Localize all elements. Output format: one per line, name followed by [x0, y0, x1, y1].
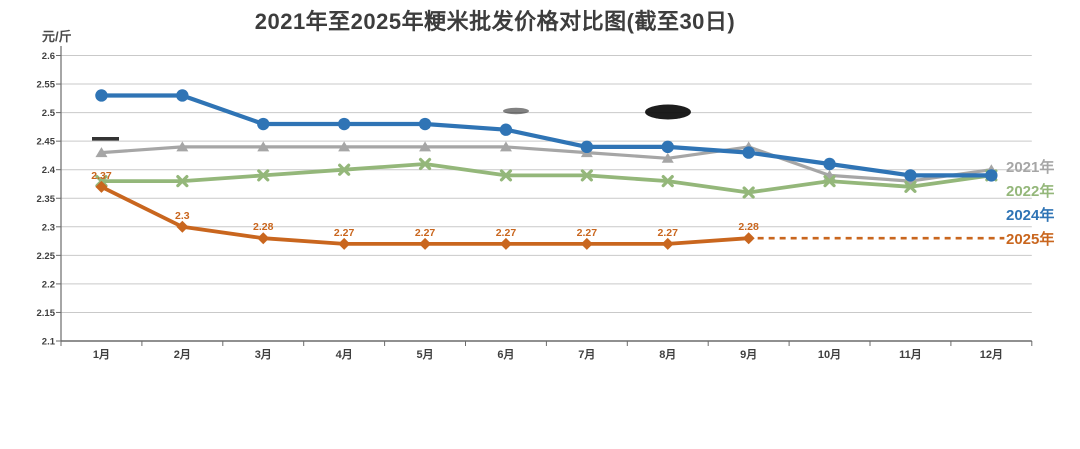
y-tick-label: 2.4 — [42, 165, 56, 176]
data-label-2025年: 2.27 — [577, 227, 598, 239]
y-tick-label: 2.6 — [42, 51, 55, 62]
y-tick-label: 2.2 — [42, 279, 55, 290]
y-tick-label: 2.5 — [42, 108, 56, 119]
y-tick-label: 2.35 — [37, 194, 56, 205]
x-tick-label: 3月 — [255, 348, 272, 361]
marker-x-2022年 — [823, 175, 836, 188]
marker-x-2022年 — [742, 186, 755, 199]
y-tick-label: 2.25 — [37, 251, 56, 262]
marker-diamond-2025年 — [257, 232, 270, 245]
marker-x-2022年 — [499, 169, 513, 182]
marker-x-2022年 — [661, 175, 674, 188]
marker-diamond-2025年 — [176, 220, 189, 233]
legend-label-2022年: 2022年 — [1006, 183, 1055, 200]
data-label-2025年: 2.27 — [658, 227, 679, 239]
marker-circle-2024年 — [499, 123, 513, 136]
marker-triangle-2021年 — [499, 141, 512, 152]
y-tick-label: 2.3 — [42, 222, 55, 233]
marker-x-2022年 — [904, 180, 917, 193]
marker-diamond-2025年 — [742, 232, 755, 245]
marker-triangle-2021年 — [419, 141, 432, 152]
legend-label-2024年: 2024年 — [1006, 207, 1055, 224]
marker-triangle-2021年 — [257, 141, 270, 152]
x-tick-label: 11月 — [899, 348, 922, 361]
artifact-streak — [92, 137, 119, 141]
marker-diamond-2025年 — [499, 237, 512, 250]
marker-circle-2024年 — [823, 157, 836, 171]
marker-circle-2024年 — [176, 89, 189, 102]
marker-x-2022年 — [338, 163, 351, 176]
marker-x-2022年 — [580, 169, 593, 182]
marker-circle-2024年 — [257, 117, 270, 131]
artifact-smudge-small — [503, 107, 529, 115]
data-label-2025年: 2.3 — [175, 210, 190, 222]
marker-circle-2024年 — [580, 140, 594, 154]
artifact-smudge — [645, 104, 691, 120]
data-label-2025年: 2.27 — [415, 227, 436, 239]
legend-label-2021年: 2021年 — [1006, 159, 1055, 176]
x-tick-label: 2月 — [174, 348, 191, 361]
y-tick-label: 2.15 — [37, 308, 56, 319]
series-line-2024年 — [101, 93, 992, 178]
x-tick-label: 8月 — [659, 348, 676, 361]
x-tick-label: 1月 — [93, 348, 110, 361]
marker-circle-2024年 — [418, 117, 432, 131]
legend-label-2025年: 2025年 — [1006, 231, 1055, 248]
marker-circle-2024年 — [985, 169, 998, 182]
y-tick-label: 2.1 — [42, 337, 56, 348]
data-label-2025年: 2.27 — [496, 227, 517, 239]
marker-circle-2024年 — [337, 117, 351, 131]
x-tick-label: 7月 — [578, 348, 595, 361]
y-tick-label: 2.45 — [37, 137, 56, 148]
y-axis-unit-label: 元/斤 — [42, 29, 72, 44]
marker-circle-2024年 — [95, 89, 108, 102]
x-tick-label: 12月 — [980, 348, 1003, 361]
x-tick-label: 6月 — [497, 348, 514, 361]
marker-diamond-2025年 — [338, 237, 351, 250]
series-line-2021年 — [101, 145, 992, 183]
marker-diamond-2025年 — [419, 237, 432, 250]
marker-triangle-2021年 — [95, 147, 108, 158]
marker-x-2022年 — [257, 169, 270, 182]
x-tick-label: 4月 — [336, 348, 353, 361]
data-label-2025年: 2.37 — [91, 170, 112, 182]
marker-circle-2024年 — [742, 146, 755, 159]
series-line-2022年 — [101, 162, 992, 195]
marker-triangle-2021年 — [661, 152, 674, 163]
marker-triangle-2021年 — [338, 141, 351, 152]
x-tick-label: 10月 — [818, 348, 841, 361]
marker-x-2022年 — [418, 157, 432, 171]
x-tick-label: 9月 — [740, 348, 757, 361]
data-label-2025年: 2.28 — [738, 221, 759, 233]
marker-circle-2024年 — [661, 140, 674, 154]
chart-title: 2021年至2025年粳米批发价格对比图(截至30日) — [254, 9, 736, 34]
marker-circle-2024年 — [904, 169, 917, 182]
marker-x-2022年 — [176, 175, 189, 188]
y-tick-label: 2.55 — [37, 80, 56, 91]
data-label-2025年: 2.28 — [253, 221, 274, 233]
data-label-2025年: 2.27 — [334, 227, 355, 239]
marker-diamond-2025年 — [661, 237, 674, 250]
marker-triangle-2021年 — [176, 141, 189, 152]
marker-diamond-2025年 — [580, 237, 593, 250]
x-tick-label: 5月 — [416, 348, 433, 361]
marker-diamond-2025年 — [95, 180, 108, 193]
